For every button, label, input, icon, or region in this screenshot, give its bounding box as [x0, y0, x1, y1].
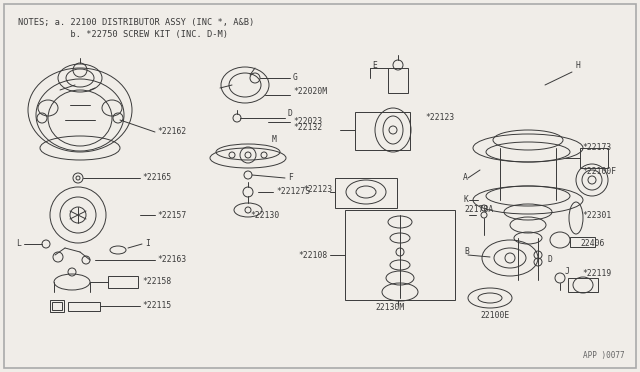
Text: *22127S: *22127S: [276, 187, 310, 196]
Text: 22100E: 22100E: [480, 311, 509, 320]
Bar: [355, 112, 410, 150]
Text: J: J: [565, 267, 570, 276]
Text: *22163: *22163: [157, 256, 186, 264]
Text: NOTES; a. 22100 DISTRIBUTOR ASSY (INC *, A&B): NOTES; a. 22100 DISTRIBUTOR ASSY (INC *,…: [18, 18, 254, 27]
Text: *22132: *22132: [293, 124, 323, 132]
Bar: [345, 210, 455, 300]
Text: 22406: 22406: [580, 238, 604, 247]
Text: E: E: [372, 61, 377, 70]
Text: K: K: [464, 196, 469, 205]
Text: L: L: [16, 240, 21, 248]
Text: *22023: *22023: [293, 118, 323, 126]
Text: *22020M: *22020M: [293, 87, 327, 96]
Bar: [388, 68, 408, 93]
Text: *22108: *22108: [298, 250, 327, 260]
Bar: [68, 302, 100, 311]
Text: I: I: [145, 240, 150, 248]
Bar: [50, 300, 64, 312]
Text: *22130: *22130: [250, 211, 279, 219]
Text: b. *22750 SCREW KIT (INC. D-M): b. *22750 SCREW KIT (INC. D-M): [18, 30, 228, 39]
Text: *22115: *22115: [142, 301, 172, 311]
Bar: [335, 178, 397, 208]
Text: D: D: [548, 256, 553, 264]
Bar: [580, 148, 608, 168]
Text: *22119: *22119: [582, 269, 611, 279]
Text: D: D: [288, 109, 293, 118]
Text: *22100F: *22100F: [582, 167, 616, 176]
Text: G: G: [293, 74, 298, 83]
Text: *22165: *22165: [142, 173, 172, 183]
Text: *22123: *22123: [303, 186, 332, 195]
Text: 22130M: 22130M: [375, 304, 404, 312]
Text: H: H: [576, 61, 581, 70]
Text: APP )0077: APP )0077: [584, 351, 625, 360]
Text: F: F: [288, 173, 293, 183]
Text: *22162: *22162: [157, 128, 186, 137]
Text: M: M: [272, 135, 277, 144]
Text: A: A: [463, 173, 468, 183]
Bar: [568, 278, 598, 292]
Text: *22173: *22173: [582, 144, 611, 153]
Text: 22178A: 22178A: [464, 205, 493, 215]
Text: *22301: *22301: [582, 212, 611, 221]
Bar: [570, 237, 595, 247]
Text: *22158: *22158: [142, 278, 172, 286]
Bar: [52, 302, 62, 310]
Text: *22157: *22157: [157, 211, 186, 219]
Text: B: B: [464, 247, 469, 257]
Text: *22123: *22123: [425, 113, 454, 122]
Bar: [108, 276, 138, 288]
